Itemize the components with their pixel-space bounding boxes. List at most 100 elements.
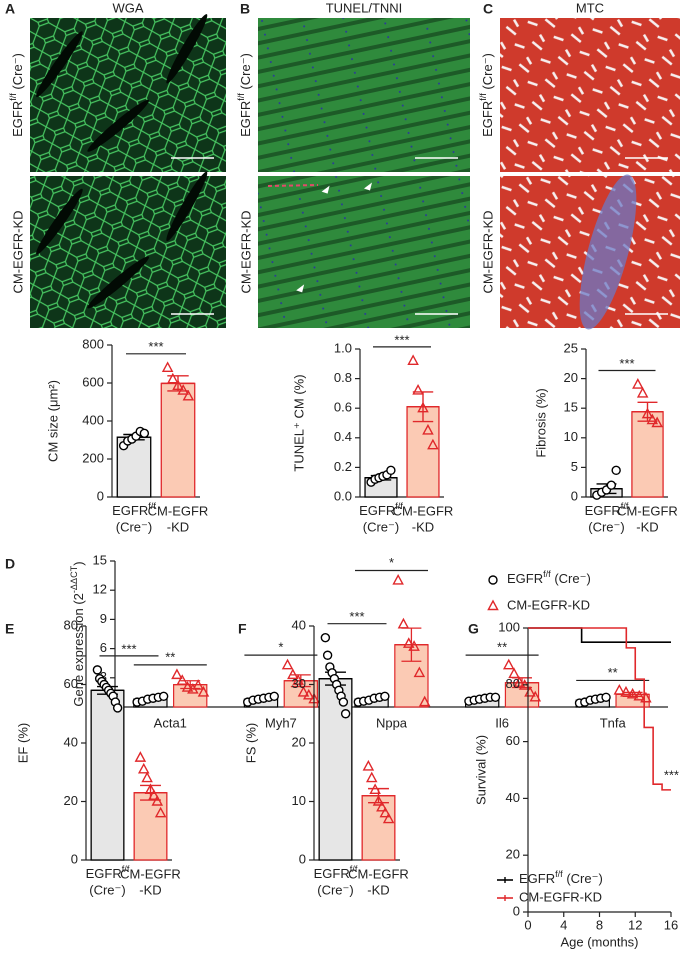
label-part: (Cre⁻) <box>10 53 25 93</box>
legend-label: CM-EGFR-KD <box>519 889 602 904</box>
arrowhead <box>296 284 305 293</box>
x-tick-label: (Cre⁻) <box>116 519 152 534</box>
x-tick-label: CM-EGFR <box>393 503 454 518</box>
data-point <box>281 658 294 670</box>
label-part: EGFR <box>10 101 25 137</box>
x-tick-label: (Cre⁻) <box>89 882 125 897</box>
data-point <box>181 681 194 692</box>
bar <box>160 382 196 498</box>
superscript: f/f <box>543 569 551 579</box>
data-point <box>137 762 150 774</box>
y-tick-label: 40 <box>292 617 306 632</box>
y-tick-label: 40 <box>64 734 78 749</box>
y-tick-label: 0.6 <box>334 400 352 415</box>
x-tick-label: (Cre⁻) <box>317 882 353 897</box>
bar <box>133 792 168 861</box>
tissue-gap <box>36 31 83 98</box>
data-point <box>320 633 331 643</box>
row-label: CM-EGFR-KD <box>238 210 253 293</box>
label-part: EGFR <box>238 101 253 137</box>
data-point <box>302 688 315 700</box>
panel-letter: E <box>5 621 14 637</box>
significance-label: *** <box>394 332 409 347</box>
label-part: (Cre⁻) <box>551 571 591 586</box>
label-part: EGFR <box>507 571 543 586</box>
panel-letter: B <box>240 1 250 17</box>
x-tick-label: Tnfa <box>600 715 627 730</box>
label-part: EGFR <box>314 866 350 881</box>
y-tick-label: 30 <box>292 676 306 691</box>
data-point <box>613 683 626 695</box>
x-tick-label: Acta1 <box>154 715 187 730</box>
data-point <box>529 690 542 702</box>
y-tick-label: 15 <box>93 552 107 567</box>
data-point <box>490 692 501 702</box>
superscript: f/f <box>8 93 18 101</box>
label-part: (Cre⁻) <box>238 53 253 93</box>
data-point <box>141 771 153 783</box>
y-tick-label: 12 <box>93 582 107 597</box>
y-tick-label: 15 <box>564 400 578 415</box>
data-point <box>397 617 410 629</box>
y-tick-label: 600 <box>82 374 104 389</box>
y-axis-label: EF (%) <box>15 723 30 763</box>
y-tick-label: 60 <box>506 733 520 748</box>
data-point <box>408 640 420 651</box>
data-point <box>651 416 663 428</box>
arrowhead <box>364 182 372 191</box>
significance-label: ** <box>608 665 618 680</box>
x-tick-label: CM-EGFR <box>348 866 409 881</box>
data-point <box>139 428 150 439</box>
legend-label: CM-EGFR-KD <box>507 597 590 612</box>
x-tick-label: EGFRf/f <box>585 501 629 518</box>
data-point <box>161 361 174 372</box>
row-label: EGFRf/f (Cre⁻) <box>236 53 253 137</box>
label-part: (Cre⁻) <box>563 871 603 886</box>
data-point <box>601 692 611 702</box>
data-point <box>151 795 164 806</box>
y-tick-label: 10 <box>292 793 306 808</box>
label-part: EGFR <box>359 503 395 518</box>
data-point <box>646 413 659 425</box>
label-part: EGFR <box>480 101 495 137</box>
x-tick-label: (Cre⁻) <box>363 519 399 534</box>
data-point <box>134 751 147 762</box>
data-point <box>379 806 392 818</box>
data-point <box>338 697 349 707</box>
data-point <box>369 783 381 794</box>
x-tick-label: -KD <box>139 882 161 897</box>
superscript: f/f <box>122 864 130 874</box>
x-tick-label: CM-EGFR <box>120 866 181 881</box>
data-point <box>112 703 123 713</box>
significance-label: *** <box>619 356 634 371</box>
y-tick-label: 0 <box>571 488 578 503</box>
fibrosis-patch <box>579 174 637 330</box>
y-tick-label: 0 <box>299 851 306 866</box>
significance-label: ** <box>497 640 507 655</box>
y-tick-label: 80 <box>506 676 520 691</box>
data-point <box>606 480 617 490</box>
label-part: Gene expression (2 <box>71 593 86 706</box>
significance-label: *** <box>349 609 364 624</box>
y-tick-label: 0.4 <box>334 429 352 444</box>
data-point <box>626 687 639 699</box>
panel-title: TUNEL/TNNI <box>326 0 403 15</box>
data-point <box>192 679 204 690</box>
row-label: EGFRf/f (Cre⁻) <box>478 53 495 137</box>
data-point <box>269 691 279 701</box>
y-axis-label: Fibrosis (%) <box>533 388 548 457</box>
x-tick-label: 8 <box>596 917 603 932</box>
data-point <box>632 378 644 389</box>
superscript: f/f <box>148 501 156 511</box>
y-tick-label: 0.0 <box>334 488 352 503</box>
y-axis-label: Gene expression (2-ΔΔCT) <box>69 561 86 706</box>
bar <box>90 689 125 861</box>
significance-label: *** <box>148 339 163 354</box>
x-tick-label: EGFRf/f <box>112 501 156 518</box>
data-point <box>513 676 526 687</box>
label-part: (Cre⁻) <box>480 53 495 93</box>
superscript: f/f <box>621 501 629 511</box>
row-label: CM-EGFR-KD <box>480 210 495 293</box>
y-tick-label: 9 <box>100 611 107 626</box>
label-part: EGFR <box>519 871 555 886</box>
